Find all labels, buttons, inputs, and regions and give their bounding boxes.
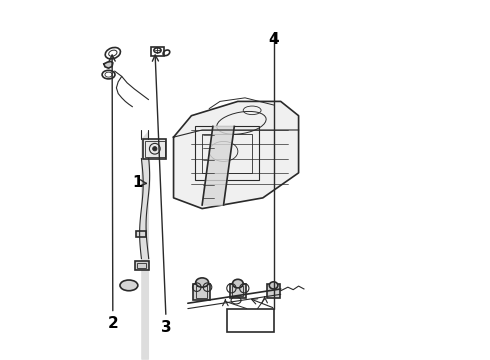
Bar: [232, 287, 243, 296]
Text: 2: 2: [107, 55, 118, 331]
Bar: [202, 134, 252, 173]
Bar: [230, 284, 245, 298]
Bar: [137, 263, 146, 268]
Bar: [227, 309, 273, 332]
Polygon shape: [202, 126, 234, 205]
Ellipse shape: [153, 147, 157, 151]
Bar: [195, 126, 259, 180]
Bar: [151, 48, 164, 57]
Ellipse shape: [270, 282, 278, 289]
Text: 3: 3: [152, 55, 171, 335]
Ellipse shape: [196, 278, 209, 287]
Ellipse shape: [120, 280, 138, 291]
Bar: [267, 284, 280, 298]
Bar: [135, 261, 148, 270]
Polygon shape: [104, 62, 113, 68]
Bar: [136, 231, 146, 237]
Text: 1: 1: [132, 175, 147, 190]
Polygon shape: [173, 102, 298, 208]
Text: 4: 4: [268, 32, 279, 47]
Ellipse shape: [232, 279, 243, 288]
Bar: [193, 284, 210, 300]
Bar: [143, 139, 167, 158]
Bar: [145, 141, 165, 157]
Bar: [196, 286, 207, 297]
